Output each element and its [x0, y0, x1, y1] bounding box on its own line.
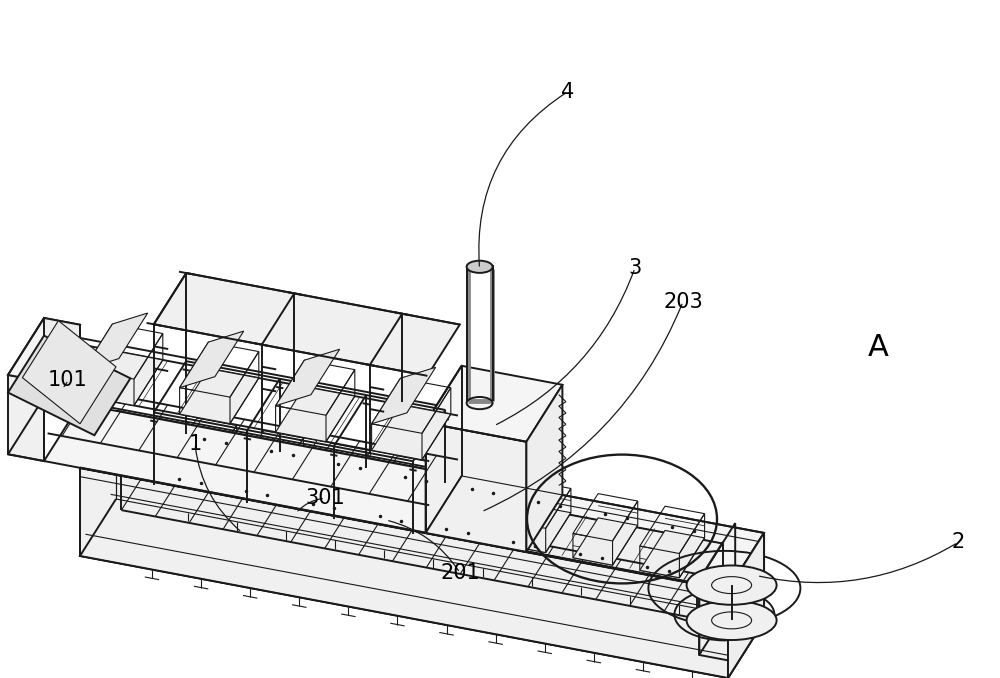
Text: 101: 101	[48, 370, 88, 390]
Polygon shape	[640, 530, 705, 578]
Text: 4: 4	[561, 81, 575, 102]
Polygon shape	[276, 349, 340, 405]
Polygon shape	[506, 505, 571, 553]
Polygon shape	[372, 480, 437, 527]
Polygon shape	[8, 336, 130, 435]
Text: 1: 1	[188, 434, 202, 454]
Ellipse shape	[687, 565, 777, 605]
Text: 201: 201	[440, 563, 480, 583]
Polygon shape	[8, 375, 44, 461]
Polygon shape	[439, 493, 504, 540]
Polygon shape	[526, 385, 562, 552]
Polygon shape	[22, 321, 116, 424]
Text: 301: 301	[305, 488, 345, 508]
Polygon shape	[84, 313, 148, 370]
Ellipse shape	[687, 601, 777, 640]
Polygon shape	[426, 366, 562, 442]
Text: 203: 203	[663, 292, 703, 312]
Polygon shape	[372, 367, 436, 424]
Polygon shape	[180, 369, 259, 424]
Polygon shape	[84, 351, 163, 405]
Polygon shape	[306, 467, 370, 515]
Polygon shape	[239, 455, 303, 502]
Polygon shape	[8, 318, 80, 382]
Polygon shape	[154, 273, 460, 376]
Polygon shape	[121, 435, 723, 583]
Polygon shape	[80, 411, 764, 590]
Polygon shape	[80, 499, 764, 678]
Ellipse shape	[467, 260, 493, 273]
Polygon shape	[44, 404, 462, 533]
Text: 3: 3	[628, 258, 642, 278]
Polygon shape	[180, 331, 244, 388]
Polygon shape	[372, 405, 451, 460]
Text: 2: 2	[951, 532, 965, 553]
Polygon shape	[573, 518, 638, 565]
Polygon shape	[728, 533, 764, 678]
Polygon shape	[80, 468, 728, 678]
Text: A: A	[868, 333, 888, 361]
Polygon shape	[276, 386, 355, 441]
Polygon shape	[172, 442, 237, 490]
Polygon shape	[44, 318, 80, 404]
Polygon shape	[426, 423, 526, 552]
